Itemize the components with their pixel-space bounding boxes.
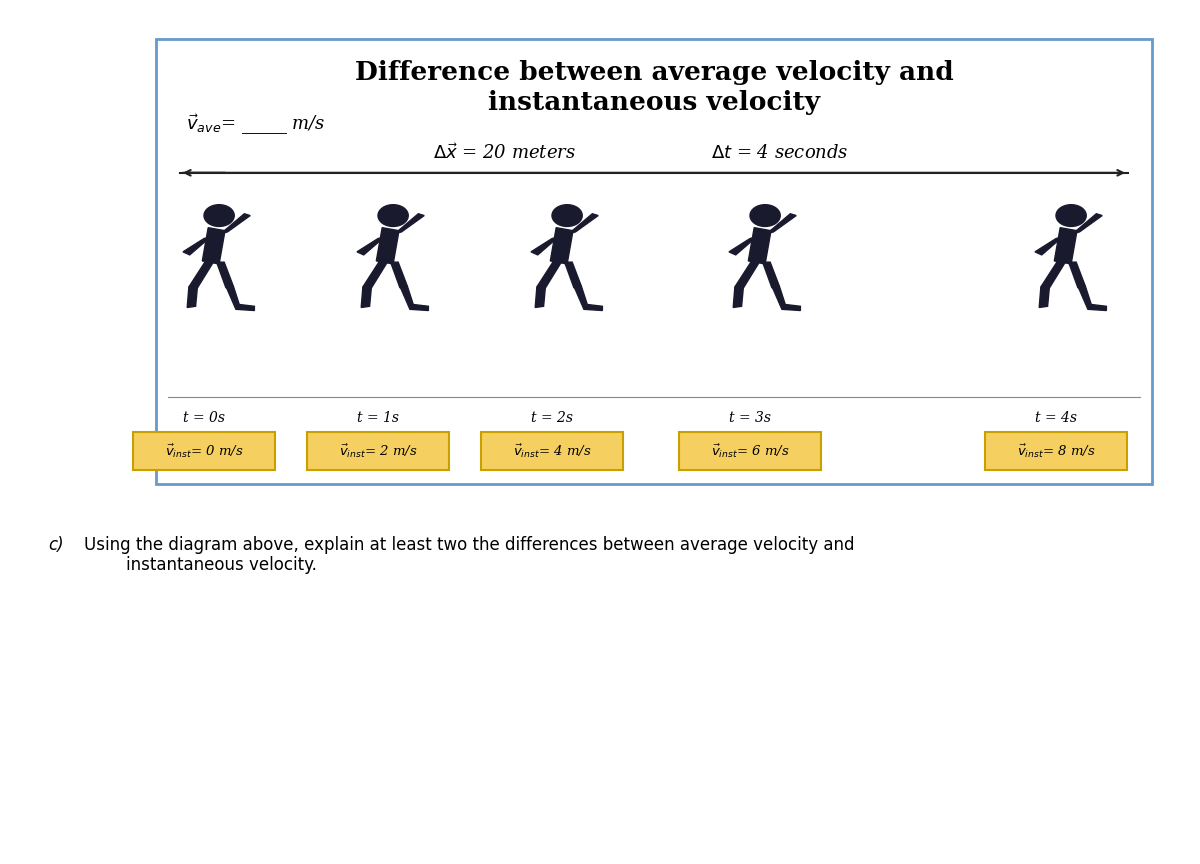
Polygon shape (377, 228, 398, 264)
Circle shape (552, 205, 582, 226)
Polygon shape (188, 261, 214, 289)
Polygon shape (734, 261, 760, 289)
Text: Using the diagram above, explain at least two the differences between average ve: Using the diagram above, explain at leas… (84, 536, 854, 575)
Polygon shape (358, 237, 385, 255)
Bar (156, 39, 1152, 484)
Polygon shape (1034, 237, 1063, 255)
Polygon shape (1078, 286, 1106, 310)
Polygon shape (763, 262, 780, 288)
Polygon shape (733, 287, 743, 308)
Polygon shape (730, 237, 757, 255)
Bar (985, 432, 1127, 470)
Circle shape (1056, 205, 1086, 226)
Bar (679, 432, 821, 470)
Polygon shape (217, 262, 233, 288)
Polygon shape (203, 228, 226, 264)
Bar (481, 432, 623, 470)
Bar (307, 432, 449, 470)
Polygon shape (1055, 228, 1078, 264)
Polygon shape (530, 237, 559, 255)
Polygon shape (772, 286, 800, 310)
Polygon shape (362, 261, 388, 289)
Polygon shape (1073, 213, 1103, 234)
Text: t = 2s: t = 2s (530, 411, 574, 425)
Text: t = 0s: t = 0s (184, 411, 226, 425)
Text: t = 4s: t = 4s (1034, 411, 1078, 425)
Polygon shape (574, 286, 602, 310)
Polygon shape (184, 237, 211, 255)
Bar (133, 432, 275, 470)
Text: Difference between average velocity and: Difference between average velocity and (355, 60, 953, 86)
Polygon shape (400, 286, 428, 310)
Polygon shape (767, 213, 797, 234)
Text: $\Delta \vec{x}$ = 20 meters: $\Delta \vec{x}$ = 20 meters (432, 143, 576, 162)
Text: t = 1s: t = 1s (358, 411, 398, 425)
Circle shape (378, 205, 408, 226)
Text: $\Delta t$ = 4 seconds: $\Delta t$ = 4 seconds (712, 144, 848, 162)
Polygon shape (749, 228, 772, 264)
Circle shape (204, 205, 234, 226)
Polygon shape (187, 287, 197, 308)
Polygon shape (565, 262, 582, 288)
Polygon shape (226, 286, 254, 310)
Polygon shape (391, 262, 408, 288)
Polygon shape (221, 213, 251, 234)
Polygon shape (395, 213, 425, 234)
Polygon shape (569, 213, 599, 234)
Text: $\vec{v}_{inst}$= 6 m/s: $\vec{v}_{inst}$= 6 m/s (710, 442, 790, 460)
Circle shape (750, 205, 780, 226)
Polygon shape (535, 287, 545, 308)
Text: $\vec{v}_{ave}$= _____ m/s: $\vec{v}_{ave}$= _____ m/s (186, 112, 325, 137)
Text: $\vec{v}_{inst}$= 0 m/s: $\vec{v}_{inst}$= 0 m/s (164, 442, 244, 460)
Text: $\vec{v}_{inst}$= 8 m/s: $\vec{v}_{inst}$= 8 m/s (1016, 442, 1096, 460)
Text: instantaneous velocity: instantaneous velocity (488, 90, 820, 115)
Polygon shape (551, 228, 574, 264)
Text: $\vec{v}_{inst}$= 2 m/s: $\vec{v}_{inst}$= 2 m/s (338, 442, 418, 460)
Polygon shape (1040, 261, 1066, 289)
Text: c): c) (48, 536, 64, 554)
Polygon shape (361, 287, 371, 308)
Polygon shape (1068, 262, 1085, 288)
Polygon shape (536, 261, 562, 289)
Text: t = 3s: t = 3s (730, 411, 772, 425)
Text: $\vec{v}_{inst}$= 4 m/s: $\vec{v}_{inst}$= 4 m/s (512, 442, 592, 460)
Polygon shape (1039, 287, 1049, 308)
